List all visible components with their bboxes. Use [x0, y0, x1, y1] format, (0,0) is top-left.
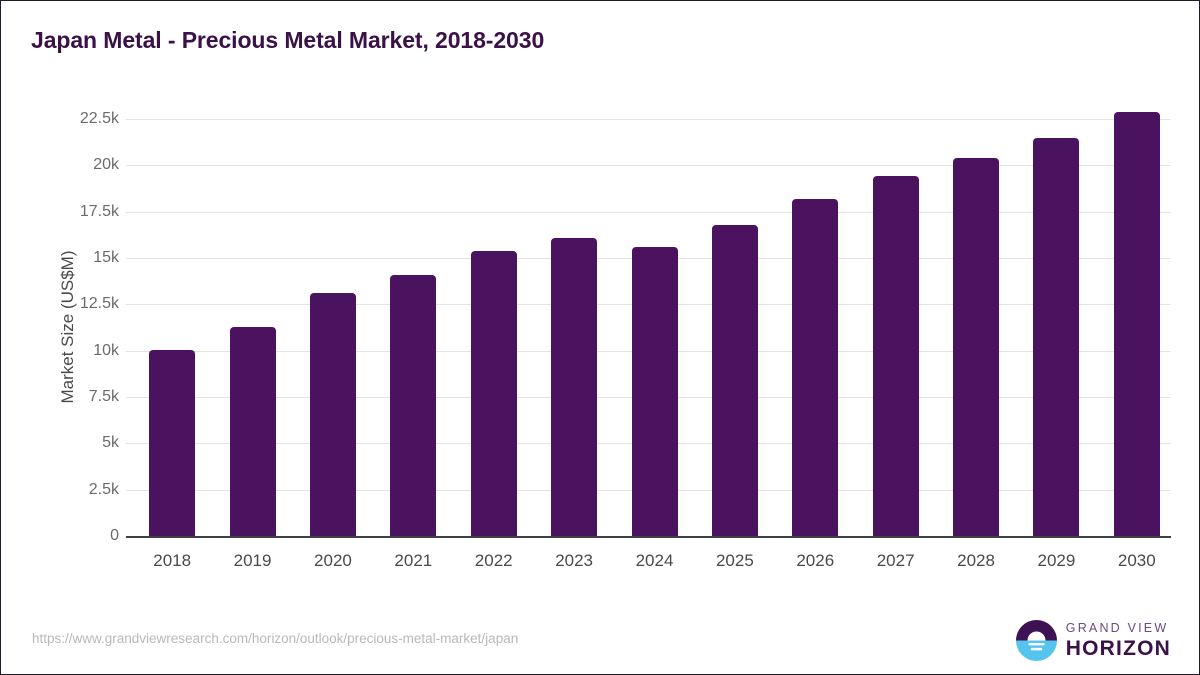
gridline: [126, 119, 1171, 120]
bar-2024[interactable]: [631, 246, 678, 536]
bar-2022[interactable]: [470, 250, 517, 536]
x-axis-tick-label-2018: 2018: [153, 551, 192, 570]
y-axis-tick-label: 2.5k: [88, 480, 119, 498]
x-axis-tick-label-2028: 2028: [957, 551, 995, 570]
x-axis-tick-label-2027: 2027: [876, 551, 915, 570]
y-axis-tick-label: 15k: [93, 249, 119, 266]
x-axis-tick-label-2025: 2025: [715, 551, 754, 570]
axis-baseline: [126, 536, 1171, 538]
logo-line-grand-view: GRAND VIEW: [1065, 621, 1169, 636]
bar-2026[interactable]: [792, 198, 839, 536]
bar-2025[interactable]: [711, 224, 758, 536]
plot-area: Market Size (US$M) 0 2.5k 5k 7.5k 10k 12.5k 15…: [58, 110, 1171, 570]
page-title: Japan Metal - Precious Metal Market, 201…: [31, 27, 545, 53]
x-axis-tick-label-2023: 2023: [555, 551, 594, 570]
y-axis-tick-label: 10k: [93, 341, 119, 359]
gridline: [126, 211, 1171, 213]
x-axis-tick-label-2030: 2030: [1117, 551, 1156, 570]
bar-2023[interactable]: [551, 237, 598, 536]
gridline: [126, 165, 1171, 167]
x-axis-tick-label-2020: 2020: [314, 551, 352, 570]
bar-2019[interactable]: [229, 326, 276, 536]
x-axis-tick-label-2024: 2024: [635, 551, 674, 570]
bar-2030[interactable]: [1113, 111, 1160, 536]
bar-2018[interactable]: [149, 349, 196, 536]
y-axis-tick-label: 7.5k: [88, 388, 119, 405]
y-axis-tick-label: 5k: [102, 434, 119, 452]
x-axis-tick-label-2022: 2022: [474, 551, 513, 570]
bar-2020[interactable]: [309, 293, 356, 536]
source-url[interactable]: https://www.grandviewresearch.com/horizo…: [32, 631, 519, 646]
y-axis-tick-label: 12.5k: [79, 295, 119, 313]
y-axis-tick-label: 22.5k: [79, 110, 119, 127]
bar-2027[interactable]: [872, 176, 919, 536]
grand-view-horizon-logo[interactable]: GRAND VIEW HORIZON: [1015, 620, 1171, 661]
bar-2021[interactable]: [390, 274, 437, 536]
y-axis-tick-label: 17.5k: [79, 202, 119, 220]
logo-text: GRAND VIEW HORIZON: [1066, 622, 1171, 659]
y-axis-tick-label: 20k: [93, 156, 119, 174]
x-axis-tick-label-2029: 2029: [1037, 551, 1076, 570]
x-axis-tick-label-2019: 2019: [233, 551, 272, 570]
y-axis-title: Market Size (US$M): [58, 250, 77, 404]
x-axis-tick-label-2021: 2021: [394, 551, 433, 570]
bar-2029[interactable]: [1033, 137, 1080, 536]
horizon-sun-icon: [1015, 620, 1057, 661]
logo-line-horizon: HORIZON: [1065, 636, 1171, 660]
y-axis-tick-label: 0: [110, 527, 119, 544]
bar-2028[interactable]: [953, 157, 1000, 536]
x-axis-tick-label-2026: 2026: [796, 551, 835, 570]
